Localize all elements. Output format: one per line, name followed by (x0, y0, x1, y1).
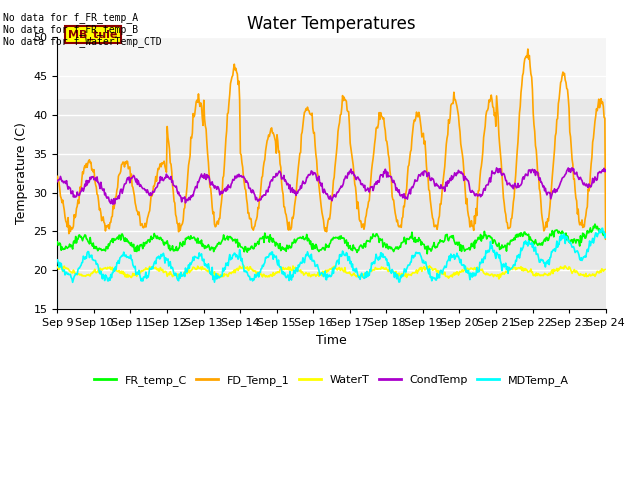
FD_Temp_1 (54, 173, 61, 179)
WaterT (399, 273, 406, 279)
Text: No data for f_FR_temp_A: No data for f_FR_temp_A (3, 12, 138, 23)
FR_temp_C (591, 221, 599, 227)
Y-axis label: Temperature (C): Temperature (C) (15, 122, 28, 224)
CondTemp (109, 202, 117, 207)
MDTemp_A (121, 252, 129, 258)
WaterT (120, 272, 127, 277)
WaterT (239, 263, 247, 268)
CondTemp (205, 174, 213, 180)
FD_Temp_1 (602, 236, 609, 242)
FR_temp_C (602, 234, 609, 240)
WaterT (63, 266, 71, 272)
X-axis label: Time: Time (316, 334, 347, 347)
Text: No data for f_WaterTemp_CTD: No data for f_WaterTemp_CTD (3, 36, 162, 47)
CondTemp (121, 181, 129, 187)
CondTemp (399, 195, 406, 201)
MDTemp_A (63, 271, 71, 277)
MDTemp_A (69, 279, 77, 285)
Bar (58, 255, 605, 309)
Text: No data for f_FR_temp_B: No data for f_FR_temp_B (3, 24, 138, 35)
Text: MB_tule: MB_tule (68, 29, 118, 39)
WaterT (54, 264, 61, 270)
Title: Water Temperatures: Water Temperatures (247, 15, 416, 33)
Legend: FR_temp_C, FD_Temp_1, WaterT, CondTemp, MDTemp_A: FR_temp_C, FD_Temp_1, WaterT, CondTemp, … (90, 371, 573, 391)
FD_Temp_1 (175, 220, 183, 226)
FR_temp_C (398, 240, 406, 246)
WaterT (175, 273, 183, 279)
FD_Temp_1 (63, 224, 71, 230)
FD_Temp_1 (414, 114, 422, 120)
Line: FD_Temp_1: FD_Temp_1 (58, 49, 605, 239)
MDTemp_A (602, 231, 609, 237)
Line: CondTemp: CondTemp (58, 168, 605, 204)
FR_temp_C (205, 242, 212, 248)
FR_temp_C (54, 239, 61, 245)
Line: MDTemp_A: MDTemp_A (58, 228, 605, 282)
CondTemp (177, 192, 184, 198)
FR_temp_C (175, 245, 183, 251)
CondTemp (568, 165, 576, 171)
FR_temp_C (414, 239, 422, 244)
FD_Temp_1 (205, 159, 212, 165)
Line: WaterT: WaterT (58, 265, 605, 279)
FD_Temp_1 (120, 159, 127, 165)
CondTemp (54, 179, 61, 184)
Line: FR_temp_C: FR_temp_C (58, 224, 605, 254)
WaterT (205, 267, 212, 273)
CondTemp (602, 167, 609, 173)
Bar (58, 99, 605, 255)
WaterT (415, 268, 422, 274)
FR_temp_C (424, 251, 431, 257)
CondTemp (63, 183, 71, 189)
CondTemp (415, 172, 422, 178)
FR_temp_C (63, 245, 71, 251)
MDTemp_A (177, 276, 184, 281)
MDTemp_A (54, 257, 61, 263)
MDTemp_A (415, 251, 422, 256)
FD_Temp_1 (398, 216, 406, 221)
WaterT (602, 266, 609, 272)
WaterT (495, 276, 502, 282)
MDTemp_A (599, 225, 607, 231)
MDTemp_A (205, 265, 213, 271)
MDTemp_A (399, 273, 406, 279)
FD_Temp_1 (524, 46, 532, 52)
FR_temp_C (120, 236, 127, 242)
